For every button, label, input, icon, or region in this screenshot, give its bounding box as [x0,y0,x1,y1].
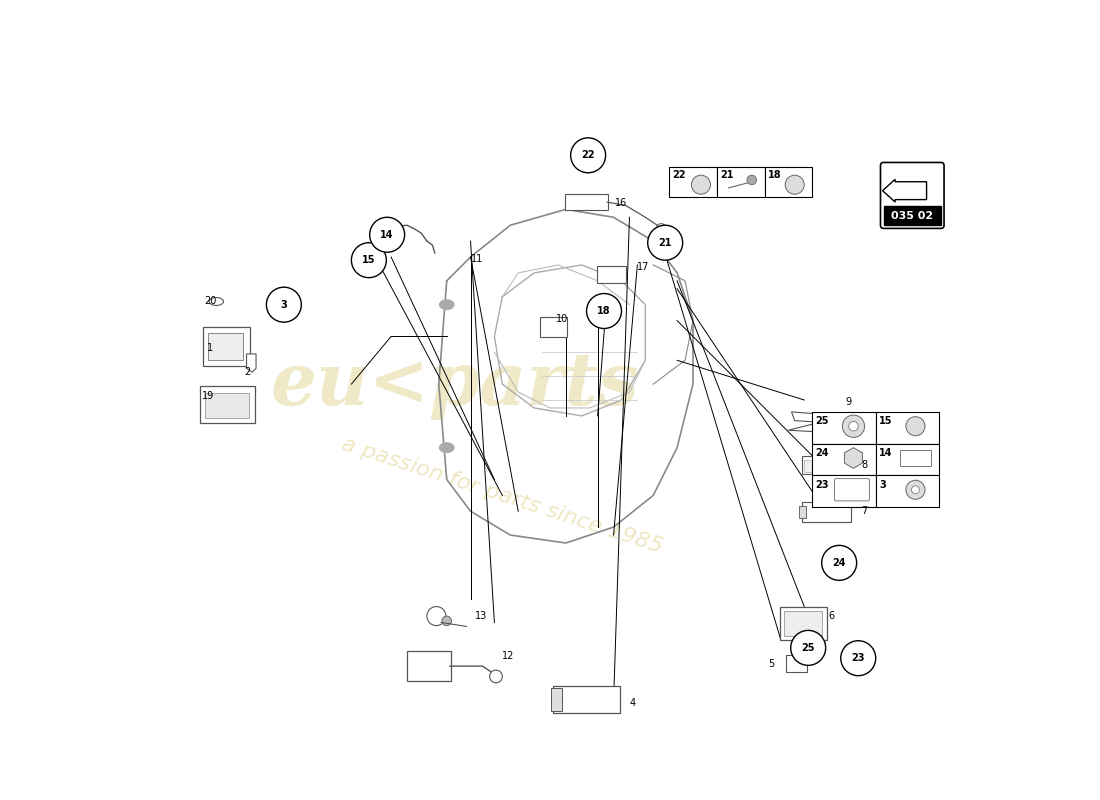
Polygon shape [845,448,862,468]
FancyArrow shape [882,179,926,202]
Circle shape [822,546,857,580]
Text: 14: 14 [381,230,394,240]
Bar [764,167,812,198]
Polygon shape [789,412,848,434]
FancyBboxPatch shape [553,686,620,713]
Bar [717,167,764,198]
Polygon shape [246,354,256,372]
Circle shape [843,415,865,438]
Text: 035 02: 035 02 [891,210,933,221]
Circle shape [586,294,622,329]
Text: 15: 15 [362,255,375,265]
FancyBboxPatch shape [802,502,851,522]
Circle shape [906,417,925,436]
Circle shape [370,218,405,252]
Bar [900,450,932,466]
Text: 17: 17 [637,262,650,271]
Text: 6: 6 [828,611,834,621]
Circle shape [840,641,876,676]
FancyBboxPatch shape [802,457,852,474]
Ellipse shape [209,298,223,306]
FancyBboxPatch shape [835,478,869,501]
Text: 3: 3 [879,480,886,490]
Text: 10: 10 [557,314,569,324]
FancyBboxPatch shape [785,655,806,673]
Text: 11: 11 [471,254,483,263]
Bar [800,506,806,518]
Text: 4: 4 [629,698,636,709]
Text: 9: 9 [846,397,851,406]
Circle shape [912,486,920,494]
FancyBboxPatch shape [202,327,250,366]
Circle shape [266,287,301,322]
FancyBboxPatch shape [200,386,255,423]
Circle shape [571,138,606,173]
Text: 18: 18 [768,170,781,180]
FancyBboxPatch shape [551,688,562,710]
Text: a passion for parts since 1985: a passion for parts since 1985 [339,434,666,557]
Text: 24: 24 [815,448,828,458]
Text: 22: 22 [672,170,685,180]
Text: 16: 16 [615,198,627,208]
Bar [208,334,243,360]
Text: eu<parts: eu<parts [271,349,639,420]
Bar [883,206,940,226]
FancyBboxPatch shape [407,651,451,682]
Text: 22: 22 [582,150,595,160]
Text: 19: 19 [202,391,215,401]
Bar [876,475,939,507]
Circle shape [849,422,858,431]
Text: 3: 3 [280,300,287,310]
Text: 25: 25 [802,643,815,653]
Text: 21: 21 [720,170,734,180]
Text: 13: 13 [474,611,487,621]
Circle shape [747,175,757,185]
FancyBboxPatch shape [597,266,626,283]
Text: 2: 2 [244,367,251,377]
Circle shape [657,224,665,233]
Circle shape [791,630,826,666]
FancyBboxPatch shape [784,610,823,636]
Text: 7: 7 [861,506,868,516]
Circle shape [442,616,451,626]
Bar [812,475,876,507]
Bar [876,444,939,475]
Bar [206,393,249,418]
Circle shape [692,175,711,194]
Circle shape [648,226,683,260]
Circle shape [785,175,804,194]
Bar [812,444,876,475]
Circle shape [351,242,386,278]
Text: 23: 23 [851,653,865,663]
Bar [804,460,850,471]
Bar [876,412,939,444]
Text: 14: 14 [879,448,892,458]
FancyBboxPatch shape [780,606,827,640]
Text: 18: 18 [597,306,611,316]
Text: 8: 8 [861,460,868,470]
Text: 21: 21 [659,238,672,248]
Ellipse shape [440,443,454,453]
Text: 15: 15 [879,417,892,426]
Text: 23: 23 [815,480,828,490]
Circle shape [906,480,925,499]
Text: 12: 12 [503,651,515,661]
Text: 5: 5 [769,658,774,669]
Circle shape [427,606,446,626]
Bar [812,412,876,444]
Text: 1: 1 [207,343,213,354]
FancyBboxPatch shape [540,317,566,338]
Ellipse shape [440,300,454,310]
Bar [669,167,717,198]
FancyBboxPatch shape [565,194,608,210]
Text: 24: 24 [833,558,846,568]
Text: 20: 20 [205,296,217,306]
FancyBboxPatch shape [880,162,944,229]
Text: 25: 25 [815,417,828,426]
Circle shape [490,670,503,683]
